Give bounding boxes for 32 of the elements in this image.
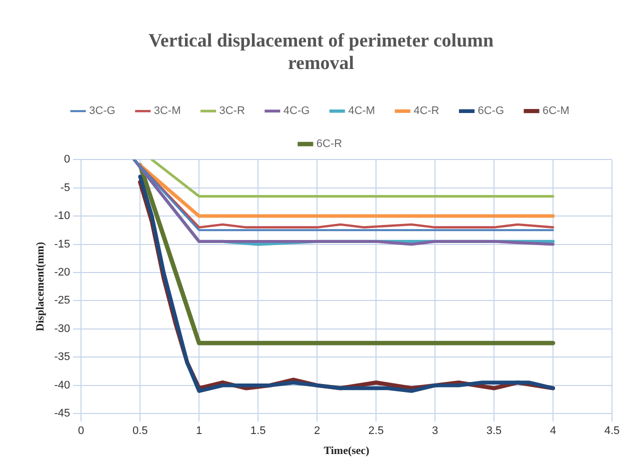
legend-label: 4C-G — [283, 105, 310, 118]
legend-label: 3C-M — [154, 105, 181, 118]
legend-label: 6C-M — [542, 105, 570, 118]
y-tick-label: -30 — [54, 322, 70, 335]
x-tick-label: 3.5 — [486, 425, 502, 438]
x-tick-label: 2 — [314, 425, 320, 438]
x-tick-label: 1 — [196, 425, 202, 438]
x-tick-label: 0.5 — [132, 425, 148, 438]
y-tick-label: -40 — [54, 379, 70, 392]
legend-label: 3C-R — [219, 105, 245, 118]
y-tick-label: -5 — [60, 182, 70, 194]
x-tick-label: 0 — [78, 425, 84, 438]
x-tick-label: 2.5 — [368, 425, 384, 438]
legend-label: 3C-G — [89, 105, 116, 118]
chart-title: Vertical displacement of perimeter column removal — [148, 30, 494, 74]
y-axis-title: Displacement(mm) — [34, 242, 46, 332]
y-tick-label: -15 — [54, 238, 70, 250]
y-tick-label: -10 — [54, 210, 70, 222]
y-tick-label: -25 — [54, 294, 70, 307]
legend-label: 4C-R — [414, 105, 440, 118]
y-tick-label: -20 — [54, 266, 70, 279]
x-axis-title: Time(sec) — [324, 445, 370, 458]
y-tick-label: -35 — [54, 351, 70, 364]
y-tick-label: 0 — [64, 154, 70, 166]
x-tick-label: 4.5 — [604, 425, 620, 438]
x-tick-label: 3 — [432, 425, 438, 438]
y-tick-label: -45 — [54, 408, 70, 420]
x-tick-label: 4 — [550, 425, 556, 438]
x-tick-label: 1.5 — [250, 425, 266, 438]
legend-label: 4C-M — [348, 105, 376, 118]
legend-label: 6C-G — [478, 105, 504, 118]
legend-label: 6C-R — [316, 138, 342, 150]
